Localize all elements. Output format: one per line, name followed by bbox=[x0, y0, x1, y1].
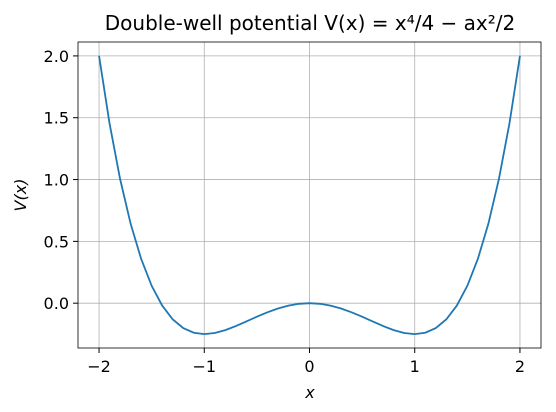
y-axis-label: V(x) bbox=[11, 179, 30, 212]
x-tick-label: −1 bbox=[192, 357, 216, 376]
line bbox=[98, 55, 521, 335]
x-tick-label: 1 bbox=[410, 357, 420, 376]
y-tick-label: 2.0 bbox=[44, 47, 69, 66]
x-tick-label: 2 bbox=[515, 357, 525, 376]
y-tick-label: 1.5 bbox=[44, 109, 69, 128]
y-tick-label: 0.5 bbox=[44, 232, 69, 251]
x-tick-label: 0 bbox=[304, 357, 314, 376]
x-axis-label: x bbox=[304, 383, 315, 402]
y-tick-label: 1.0 bbox=[44, 171, 69, 190]
plot-frame bbox=[77, 41, 542, 349]
x-tick-label: −2 bbox=[87, 357, 111, 376]
y-tick-label: 0.0 bbox=[44, 294, 69, 313]
chart-title: Double-well potential V(x) = x⁴/4 − ax²/… bbox=[105, 11, 516, 35]
